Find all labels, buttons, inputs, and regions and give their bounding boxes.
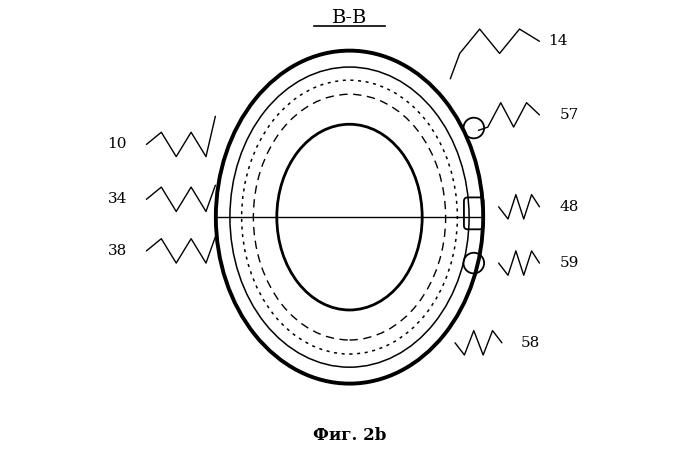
Text: 48: 48 <box>559 200 579 214</box>
Text: 34: 34 <box>108 193 127 206</box>
Text: Фиг. 2b: Фиг. 2b <box>313 427 386 443</box>
Text: 58: 58 <box>521 336 540 350</box>
Text: 14: 14 <box>549 34 568 48</box>
Text: В-В: В-В <box>332 9 367 27</box>
Text: 38: 38 <box>108 244 127 258</box>
Text: 57: 57 <box>559 108 579 122</box>
Text: 59: 59 <box>559 256 579 270</box>
Text: 10: 10 <box>108 137 127 151</box>
